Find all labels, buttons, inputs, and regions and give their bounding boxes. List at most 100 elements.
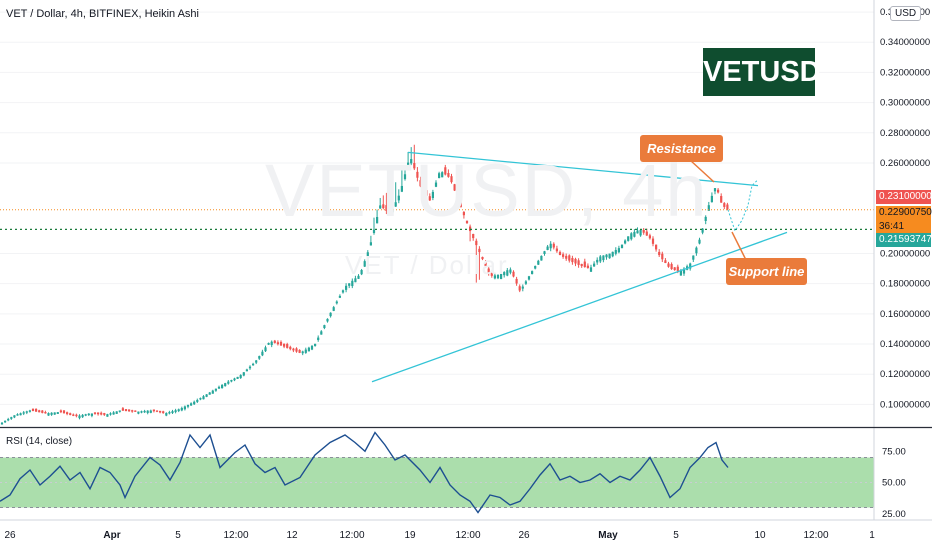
candle-body [630,233,633,240]
candle-body [673,267,676,270]
candle-body [515,278,518,284]
candle-body [16,414,19,416]
y-tick-label: 0.18000000 [880,279,930,290]
candle-body [162,411,165,414]
candle-body [4,420,7,423]
x-tick-label: 12:00 [455,530,480,541]
candle-body [518,286,521,291]
candle-body [648,235,651,239]
candle-body [137,411,140,414]
candle-body [205,394,208,397]
candle-body [487,268,490,274]
candle-body [447,173,450,177]
rsi-indicator-label[interactable]: RSI (14, close) [6,436,73,447]
candle-body [152,409,155,412]
y-tick-label: 0.20000000 [880,248,930,259]
x-tick-label: 1 [869,530,875,541]
candle-body [307,347,310,352]
brand-label: VETUSD [703,48,821,96]
candle-body [624,240,627,244]
candle-body [679,270,682,276]
candle-body [438,173,441,179]
candle-body [645,231,648,236]
candle-body [558,251,562,255]
candle-body [149,410,152,413]
candle-body [47,413,50,416]
x-tick-label: 5 [175,530,181,541]
candle-body [450,176,453,183]
candle-body [314,343,317,346]
candle-body [425,190,428,196]
candle-body [419,180,422,187]
candle-body [345,285,348,290]
candle-body [0,422,4,425]
candle-body [369,242,372,246]
candle-body [574,258,577,264]
candle-body [617,248,620,253]
y-tick-label: 0.30000000 [880,98,930,109]
currency-button[interactable]: USD [890,6,922,21]
y-tick-label: 0.32000000 [880,67,930,78]
candle-body [562,254,565,257]
candle-body [317,337,320,341]
candle-body [146,410,149,413]
candle-body [56,412,59,414]
candle-body [366,252,369,257]
x-tick-label: 10 [754,530,766,541]
candle-body [459,202,462,208]
candle-body [84,414,87,416]
candle-body [434,182,438,187]
candle-body [252,363,255,366]
candle-body [261,351,264,356]
candle-body [400,185,403,192]
candle-body [565,255,568,259]
candle-body [593,263,596,267]
candle-body [701,228,704,233]
candle-body [521,286,524,289]
x-tick-label: Apr [103,530,120,541]
candle-body [478,248,481,253]
candle-body [335,301,338,304]
candle-body [338,295,341,298]
rsi-tick-label: 75.00 [882,446,906,457]
candle-body [155,410,159,412]
candle-body [676,266,679,271]
candle-body [31,408,35,412]
rsi-tick-label: 25.00 [882,509,906,520]
candle-body [62,410,66,414]
candle-body [534,265,537,269]
candle-body [273,340,276,343]
candle-body [38,410,41,413]
candles [0,144,729,425]
candle-body [100,412,103,415]
candle-body [568,255,571,261]
candle-body [7,419,10,421]
rsi-band [0,457,874,508]
candle-body [661,253,664,260]
candle-body [35,408,38,412]
candle-body [93,412,97,414]
x-tick-label: 26 [518,530,530,541]
candle-body [391,208,394,213]
candle-body [527,276,531,280]
candle-body [664,260,667,264]
y-tick-label: 0.10000000 [880,399,930,410]
candle-body [475,240,478,246]
candle-body [403,174,407,180]
candle-body [503,272,506,276]
candle-body [112,412,115,415]
candle-body [493,275,496,279]
horizontal-levels [0,209,874,230]
candle-body [422,187,425,192]
candle-body [354,278,357,283]
candle-body [627,236,630,241]
candle-body [596,259,599,263]
support-price-tag: 0.21593747 [876,233,932,247]
candle-body [211,390,214,394]
candle-body [704,216,707,221]
candle-body [599,256,602,262]
candle-body [131,410,134,412]
candle-body [580,263,583,267]
candle-body [428,196,431,201]
